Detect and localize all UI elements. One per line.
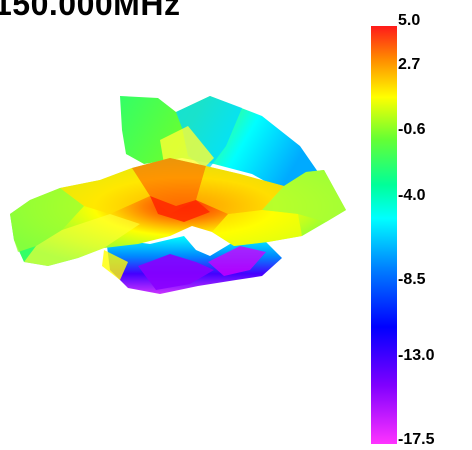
colorbar-tick-label: -4.0 [398,187,426,204]
main-lobe-facet-center [132,158,206,214]
main-lobe-facet-lowleft [24,214,140,266]
lower-lobe-rim [102,250,128,280]
main-lobe-facet-leftmid [60,168,150,214]
colorbar-tick-label: 2.7 [398,56,420,73]
lower-lobe-core [138,254,214,290]
colorbar [371,26,397,444]
lower-lobe-edge [208,246,266,276]
colorbar-tick-label: -13.0 [398,347,435,364]
main-lobe-facet-hot [150,196,210,222]
chart-title: 150.000MHz [0,0,181,22]
colorbar-tick-label: -17.5 [398,431,435,448]
main-lobe-facet-right [196,166,284,214]
colorbar-tick-label: 5.0 [398,12,420,29]
main-lobe-facet-lowright [212,210,302,246]
main-lobe-facet-left [10,188,84,252]
colorbar-tick-label: -0.6 [398,121,426,138]
colorbar-tick-label: -8.5 [398,271,426,288]
main-lobe-facet-far [262,170,346,222]
